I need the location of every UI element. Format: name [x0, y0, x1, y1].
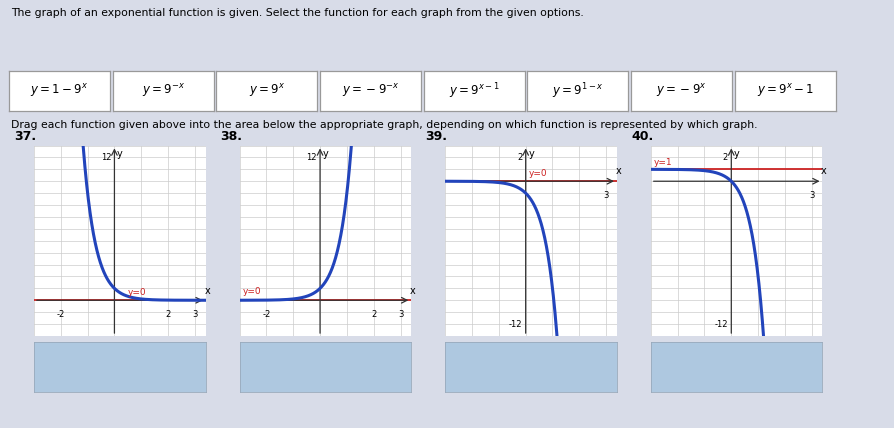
Text: $y=9^{x-1}$: $y=9^{x-1}$: [449, 81, 500, 101]
Text: 2: 2: [518, 153, 522, 162]
Text: 40.: 40.: [631, 131, 654, 143]
Text: y=1: y=1: [654, 158, 672, 167]
Text: y=0: y=0: [128, 288, 147, 297]
Text: $y=9^{1-x}$: $y=9^{1-x}$: [552, 81, 603, 101]
Text: 3: 3: [192, 310, 198, 319]
Text: y: y: [734, 149, 739, 159]
Text: y=0: y=0: [528, 169, 547, 178]
Text: $y=9^x$: $y=9^x$: [249, 83, 285, 99]
Text: $y=9^{-x}$: $y=9^{-x}$: [141, 83, 185, 99]
Text: y: y: [323, 149, 328, 159]
Text: x: x: [409, 285, 416, 295]
Text: $y=-9^x$: $y=-9^x$: [656, 83, 707, 99]
Text: 2: 2: [723, 153, 728, 162]
Text: $y=-9^{-x}$: $y=-9^{-x}$: [342, 83, 400, 99]
Text: 3: 3: [603, 191, 609, 200]
Text: -2: -2: [262, 310, 271, 319]
Text: x: x: [615, 166, 621, 176]
Text: 39.: 39.: [426, 131, 448, 143]
Text: y=0: y=0: [242, 286, 261, 295]
Text: y: y: [528, 149, 534, 159]
Text: 37.: 37.: [14, 131, 37, 143]
Text: y: y: [117, 149, 122, 159]
Text: 38.: 38.: [220, 131, 242, 143]
Text: x: x: [821, 166, 827, 176]
Text: 2: 2: [371, 310, 376, 319]
Text: $y=1-9^x$: $y=1-9^x$: [30, 83, 89, 99]
Text: -2: -2: [56, 310, 65, 319]
Text: Drag each function given above into the area below the appropriate graph, depend: Drag each function given above into the …: [11, 120, 757, 130]
Text: $y=9^x-1$: $y=9^x-1$: [756, 83, 814, 99]
Text: 3: 3: [398, 310, 403, 319]
Text: The graph of an exponential function is given. Select the function for each grap: The graph of an exponential function is …: [11, 8, 584, 18]
Text: -12: -12: [714, 320, 728, 329]
Text: 3: 3: [809, 191, 814, 200]
Text: x: x: [204, 285, 210, 295]
Text: -12: -12: [509, 320, 522, 329]
Text: 12: 12: [101, 153, 111, 162]
Text: 2: 2: [165, 310, 171, 319]
Text: 12: 12: [307, 153, 316, 162]
